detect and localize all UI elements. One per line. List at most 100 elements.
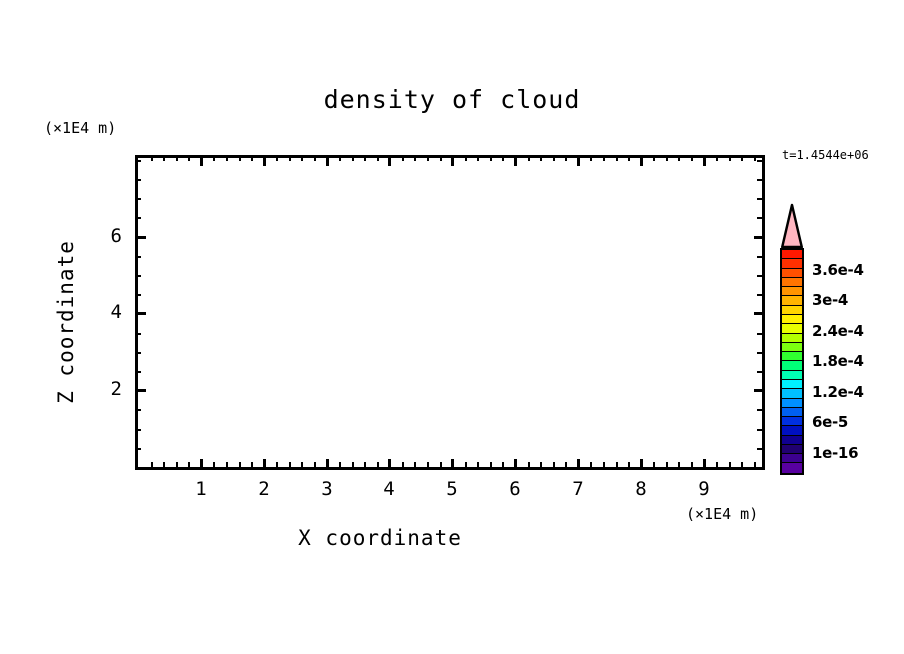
x-minor-tick-top bbox=[176, 155, 178, 161]
x-minor-tick bbox=[364, 462, 366, 468]
x-major-tick bbox=[514, 459, 517, 470]
colorbar-band bbox=[782, 398, 802, 408]
x-minor-tick bbox=[465, 462, 467, 468]
y-minor-tick-right bbox=[757, 294, 763, 296]
colorbar-tick-label: 3.6e-4 bbox=[812, 261, 864, 279]
x-minor-tick bbox=[352, 462, 354, 468]
x-axis-title: X coordinate bbox=[298, 526, 462, 550]
x-major-tick-top bbox=[388, 155, 391, 166]
x-major-tick-top bbox=[577, 155, 580, 166]
x-tick-label: 9 bbox=[698, 478, 710, 500]
x-tick-label: 5 bbox=[446, 478, 458, 500]
x-major-tick bbox=[577, 459, 580, 470]
x-minor-tick bbox=[729, 462, 731, 468]
x-minor-tick-top bbox=[276, 155, 278, 161]
colorbar-band bbox=[782, 417, 802, 427]
x-minor-tick bbox=[477, 462, 479, 468]
x-minor-tick bbox=[540, 462, 542, 468]
colorbar-tick-label: 6e-5 bbox=[812, 413, 849, 431]
x-minor-tick bbox=[490, 462, 492, 468]
y-minor-tick-right bbox=[757, 160, 763, 162]
x-major-tick-top bbox=[451, 155, 454, 166]
x-tick-label: 8 bbox=[635, 478, 647, 500]
x-major-tick bbox=[263, 459, 266, 470]
x-minor-tick-top bbox=[377, 155, 379, 161]
x-minor-tick-top bbox=[691, 155, 693, 161]
y-minor-tick bbox=[135, 179, 141, 181]
x-minor-tick-top bbox=[502, 155, 504, 161]
y-minor-tick bbox=[135, 448, 141, 450]
x-minor-tick-top bbox=[301, 155, 303, 161]
colorbar-band bbox=[782, 426, 802, 436]
y-major-tick-right bbox=[754, 389, 765, 392]
x-minor-tick-top bbox=[603, 155, 605, 161]
x-minor-tick bbox=[188, 462, 190, 468]
y-major-tick bbox=[135, 312, 146, 315]
colorbar-band bbox=[782, 296, 802, 306]
x-tick-label: 1 bbox=[195, 478, 207, 500]
y-minor-tick bbox=[135, 198, 141, 200]
x-minor-tick-top bbox=[314, 155, 316, 161]
colorbar-band bbox=[782, 435, 802, 445]
x-minor-tick-top bbox=[364, 155, 366, 161]
y-minor-tick-right bbox=[757, 409, 763, 411]
y-minor-tick bbox=[135, 256, 141, 258]
x-minor-tick bbox=[226, 462, 228, 468]
x-minor-tick-top bbox=[414, 155, 416, 161]
y-minor-tick-right bbox=[757, 256, 763, 258]
y-tick-label: 2 bbox=[110, 378, 122, 400]
y-minor-tick-right bbox=[757, 333, 763, 335]
x-minor-tick-top bbox=[616, 155, 618, 161]
x-minor-tick bbox=[276, 462, 278, 468]
x-minor-tick-top bbox=[402, 155, 404, 161]
x-minor-tick-top bbox=[427, 155, 429, 161]
x-minor-tick bbox=[653, 462, 655, 468]
y-minor-tick bbox=[135, 352, 141, 354]
x-major-tick-top bbox=[514, 155, 517, 166]
y-minor-tick bbox=[135, 409, 141, 411]
x-minor-tick-top bbox=[239, 155, 241, 161]
x-minor-tick bbox=[691, 462, 693, 468]
y-minor-tick-right bbox=[757, 275, 763, 277]
x-major-tick bbox=[640, 459, 643, 470]
colorbar-band bbox=[782, 379, 802, 390]
x-tick-label: 2 bbox=[258, 478, 270, 500]
x-minor-tick bbox=[251, 462, 253, 468]
x-minor-tick bbox=[628, 462, 630, 468]
y-minor-tick-right bbox=[757, 371, 763, 373]
x-tick-label: 3 bbox=[321, 478, 333, 500]
y-minor-tick bbox=[135, 333, 141, 335]
colorbar-band bbox=[782, 389, 802, 399]
x-minor-tick-top bbox=[465, 155, 467, 161]
colorbar-band bbox=[782, 305, 802, 315]
x-minor-tick-top bbox=[754, 155, 756, 161]
plot-area bbox=[135, 155, 765, 470]
colorbar-band bbox=[782, 463, 802, 473]
colorbar[interactable] bbox=[780, 203, 804, 475]
x-minor-tick-top bbox=[213, 155, 215, 161]
x-minor-tick-top bbox=[151, 155, 153, 161]
x-minor-tick-top bbox=[226, 155, 228, 161]
x-major-tick-top bbox=[703, 155, 706, 166]
colorbar-tick-label: 2.4e-4 bbox=[812, 322, 864, 340]
y-minor-tick bbox=[135, 160, 141, 162]
colorbar-band bbox=[782, 250, 802, 260]
y-minor-tick-right bbox=[757, 352, 763, 354]
y-minor-tick bbox=[135, 275, 141, 277]
colorbar-bands bbox=[780, 248, 804, 475]
x-minor-tick bbox=[414, 462, 416, 468]
y-major-tick bbox=[135, 236, 146, 239]
x-minor-tick-top bbox=[716, 155, 718, 161]
x-minor-tick bbox=[502, 462, 504, 468]
x-major-tick-top bbox=[326, 155, 329, 166]
colorbar-band bbox=[782, 407, 802, 418]
y-unit-label: (×1E4 m) bbox=[44, 119, 117, 137]
x-minor-tick bbox=[402, 462, 404, 468]
x-unit-label: (×1E4 m) bbox=[686, 505, 759, 523]
x-minor-tick-top bbox=[251, 155, 253, 161]
y-major-tick bbox=[135, 389, 146, 392]
x-minor-tick-top bbox=[553, 155, 555, 161]
x-minor-tick-top bbox=[440, 155, 442, 161]
colorbar-band bbox=[782, 370, 802, 380]
x-minor-tick bbox=[213, 462, 215, 468]
